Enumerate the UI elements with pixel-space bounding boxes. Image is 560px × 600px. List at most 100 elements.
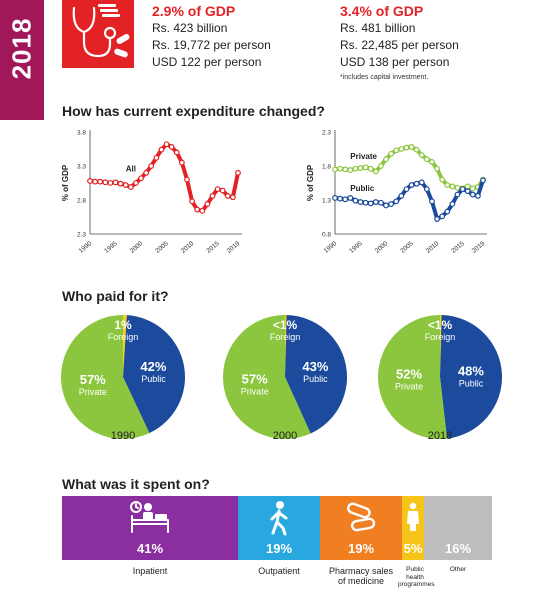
data-point [398,193,405,199]
series-line [89,142,240,213]
slice-name-label: Private [395,382,423,392]
data-point [378,163,384,169]
slice-name-label: Foreign [425,332,456,342]
slice-name-label: Public [459,379,484,389]
data-point [352,197,359,204]
y-tick-label: 3.3 [77,164,86,171]
data-point [214,186,221,193]
x-tick-label: 1995 [103,240,119,254]
data-point [403,144,410,151]
y-tick-label: 2.8 [77,198,86,205]
segment-value: 19% [347,541,375,556]
capital-note: *includes capital investment. [340,74,429,81]
data-point [464,188,471,195]
data-point [153,154,160,161]
stat-per-person-usd: USD 138 per person [340,55,450,69]
slice-name-label: Public [303,374,328,384]
segment-other: 16% [424,496,492,560]
walking-person-icon [270,501,288,536]
data-point [224,193,231,199]
stat-per-person-usd: USD 122 per person [152,55,262,69]
data-point [439,213,446,220]
segment-label-pharmacy: Pharmacy sales of medicine [328,566,394,586]
line-chart-private-public: 0.8 1.3 1.8 2.3 1990 1995 2000 2005 2010 2015 2019… [306,130,487,254]
slice-value-label: 57% [80,372,106,387]
data-point [158,146,165,153]
data-point [332,166,338,173]
y-tick-label: 3.8 [77,130,86,137]
data-point [138,175,144,182]
data-point [133,180,139,186]
data-point [383,202,389,209]
x-tick-label: 2019 [471,240,487,254]
heading-paid: Who paid for it? [62,288,169,304]
data-point [418,179,425,186]
y-axis-title: % of GDP [61,164,70,201]
y-axis-title: % of GDP [306,164,315,201]
series-label: Private [350,152,377,161]
data-point [454,191,461,198]
pie-year-label: 1990 [110,430,136,442]
pie-slice [123,315,127,377]
segment-value: 19% [265,541,293,556]
data-point [372,199,379,205]
data-point [92,178,99,185]
slice-name-label: Foreign [270,332,301,342]
data-point [178,159,185,166]
data-point [444,208,451,215]
stat-per-person-rs: Rs. 19,772 per person [152,38,271,52]
series-label: Public [350,184,375,193]
slice-name-label: Foreign [108,332,139,342]
data-point [347,195,354,201]
slice-name-label: Private [241,387,269,397]
stats-left: 2.9% of GDP Rs. 423 billion Rs. 19,772 p… [152,2,271,71]
x-tick-label: 2005 [154,240,170,254]
data-point [219,187,226,194]
x-tick-label: 2010 [180,240,196,254]
slice-value-label: 52% [396,367,422,382]
year-strip [0,0,44,120]
data-point [347,167,354,173]
data-point [393,147,400,154]
x-tick-label: 1990 [78,240,94,254]
segment-outpatient: 19% [238,496,320,560]
data-point [434,165,440,172]
data-point [122,182,129,188]
segment-pharmacy: 19% [320,496,402,560]
stat-gdp-pct: 2.9% of GDP [152,3,236,19]
pie-slice [285,315,287,377]
data-point [194,206,201,213]
segment-label-inpatient: Inpatient [132,566,168,576]
data-point [209,193,216,199]
data-point [229,194,236,201]
data-point [449,183,456,190]
x-tick-label: 1990 [323,240,339,254]
data-point [388,150,395,157]
y-tick-label: 2.3 [77,232,86,239]
data-point [367,165,374,172]
stats-right: 3.4% of GDP Rs. 481 billion Rs. 22,485 p… [340,2,459,71]
y-tick-label: 1.8 [322,164,331,171]
data-point [97,178,104,185]
data-point [398,146,405,152]
doctor-icon [407,502,419,531]
heading-expenditure: How has current expenditure changed? [62,103,325,119]
data-point [388,201,395,207]
segment-label-public-health: Public health programmes [398,566,435,588]
data-point [189,198,195,205]
pills-icon [347,502,376,532]
data-point [199,207,206,214]
segment-label-outpatient: Outpatient [258,566,300,576]
slice-value-label: <1% [273,318,298,332]
x-tick-label: 2005 [399,240,415,254]
y-tick-label: 0.8 [322,232,331,239]
data-point [342,166,349,173]
pie-year-label: 2018 [427,430,453,442]
data-point [454,184,461,191]
data-point [413,146,420,153]
data-point [362,164,369,171]
data-point [439,176,446,183]
slice-value-label: 1% [114,318,132,332]
data-point [444,182,451,188]
data-point [403,186,410,193]
